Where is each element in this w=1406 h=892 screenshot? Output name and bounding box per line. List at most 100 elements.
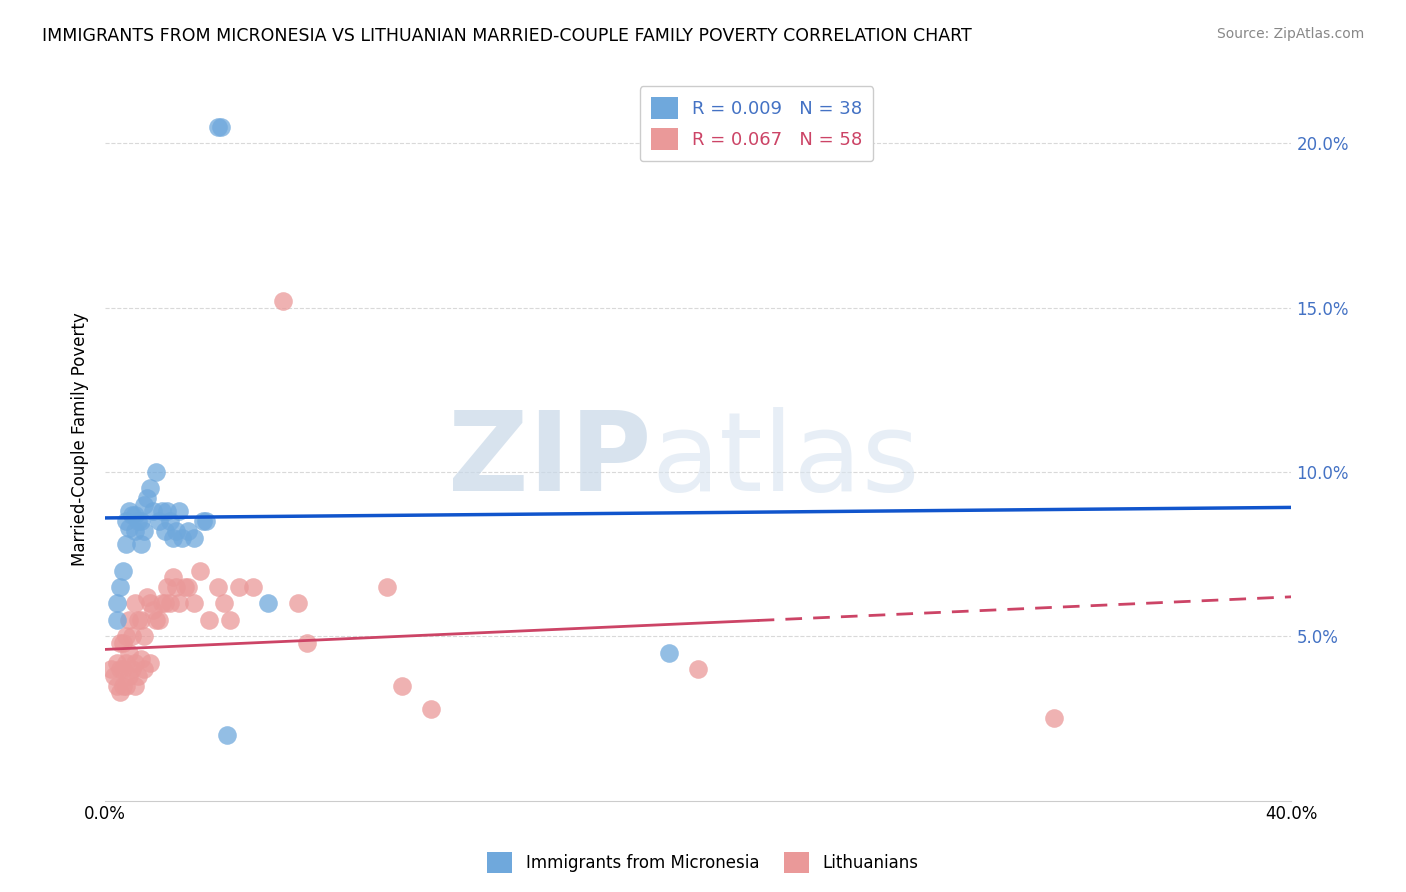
- Point: [108, 685, 131, 699]
- Point: [212, 596, 235, 610]
- Point: [129, 514, 152, 528]
- Point: [191, 514, 214, 528]
- Point: [132, 524, 155, 538]
- Point: [658, 646, 681, 660]
- Point: [103, 669, 125, 683]
- Point: [132, 498, 155, 512]
- Point: [148, 514, 170, 528]
- Point: [159, 596, 181, 610]
- Point: [111, 564, 134, 578]
- Point: [209, 120, 232, 134]
- Point: [124, 524, 146, 538]
- Point: [156, 580, 179, 594]
- Point: [108, 580, 131, 594]
- Point: [115, 679, 138, 693]
- Point: [127, 613, 149, 627]
- Point: [121, 508, 143, 522]
- Point: [195, 514, 218, 528]
- Legend: Immigrants from Micronesia, Lithuanians: Immigrants from Micronesia, Lithuanians: [481, 846, 925, 880]
- Text: IMMIGRANTS FROM MICRONESIA VS LITHUANIAN MARRIED-COUPLE FAMILY POVERTY CORRELATI: IMMIGRANTS FROM MICRONESIA VS LITHUANIAN…: [42, 27, 972, 45]
- Point: [153, 596, 176, 610]
- Point: [242, 580, 264, 594]
- Point: [127, 514, 149, 528]
- Point: [105, 679, 128, 693]
- Point: [115, 656, 138, 670]
- Point: [118, 646, 141, 660]
- Point: [142, 603, 165, 617]
- Text: ZIP: ZIP: [447, 408, 651, 514]
- Point: [121, 629, 143, 643]
- Point: [111, 662, 134, 676]
- Point: [135, 590, 157, 604]
- Text: atlas: atlas: [651, 408, 920, 514]
- Point: [295, 636, 318, 650]
- Point: [118, 521, 141, 535]
- Point: [162, 531, 184, 545]
- Point: [121, 662, 143, 676]
- Point: [105, 656, 128, 670]
- Point: [138, 596, 160, 610]
- Point: [174, 580, 197, 594]
- Point: [132, 662, 155, 676]
- Point: [148, 613, 170, 627]
- Point: [169, 596, 191, 610]
- Point: [124, 656, 146, 670]
- Point: [165, 524, 187, 538]
- Point: [257, 596, 280, 610]
- Point: [135, 491, 157, 506]
- Point: [108, 636, 131, 650]
- Point: [115, 514, 138, 528]
- Point: [228, 580, 250, 594]
- Point: [162, 570, 184, 584]
- Point: [159, 514, 181, 528]
- Point: [169, 504, 191, 518]
- Point: [115, 629, 138, 643]
- Point: [153, 524, 176, 538]
- Point: [124, 679, 146, 693]
- Point: [183, 596, 205, 610]
- Point: [172, 531, 194, 545]
- Point: [218, 613, 240, 627]
- Point: [100, 662, 122, 676]
- Point: [207, 580, 229, 594]
- Point: [105, 596, 128, 610]
- Point: [150, 504, 173, 518]
- Point: [177, 524, 200, 538]
- Point: [287, 596, 309, 610]
- Point: [118, 613, 141, 627]
- Point: [183, 531, 205, 545]
- Point: [129, 652, 152, 666]
- Point: [271, 293, 294, 308]
- Point: [127, 669, 149, 683]
- Point: [138, 656, 160, 670]
- Point: [111, 636, 134, 650]
- Point: [188, 564, 211, 578]
- Point: [375, 580, 398, 594]
- Point: [124, 508, 146, 522]
- Point: [150, 596, 173, 610]
- Point: [118, 669, 141, 683]
- Point: [129, 613, 152, 627]
- Point: [165, 580, 187, 594]
- Point: [115, 537, 138, 551]
- Point: [215, 728, 238, 742]
- Point: [177, 580, 200, 594]
- Point: [145, 613, 167, 627]
- Point: [124, 596, 146, 610]
- Point: [132, 629, 155, 643]
- Point: [105, 613, 128, 627]
- Y-axis label: Married-Couple Family Poverty: Married-Couple Family Poverty: [72, 312, 89, 566]
- Point: [138, 481, 160, 495]
- Point: [111, 679, 134, 693]
- Point: [129, 537, 152, 551]
- Point: [108, 662, 131, 676]
- Text: Source: ZipAtlas.com: Source: ZipAtlas.com: [1216, 27, 1364, 41]
- Point: [391, 679, 413, 693]
- Point: [688, 662, 710, 676]
- Point: [1043, 711, 1066, 725]
- Point: [207, 120, 229, 134]
- Point: [198, 613, 221, 627]
- Point: [156, 504, 179, 518]
- Point: [420, 701, 443, 715]
- Legend: R = 0.009   N = 38, R = 0.067   N = 58: R = 0.009 N = 38, R = 0.067 N = 58: [640, 87, 873, 161]
